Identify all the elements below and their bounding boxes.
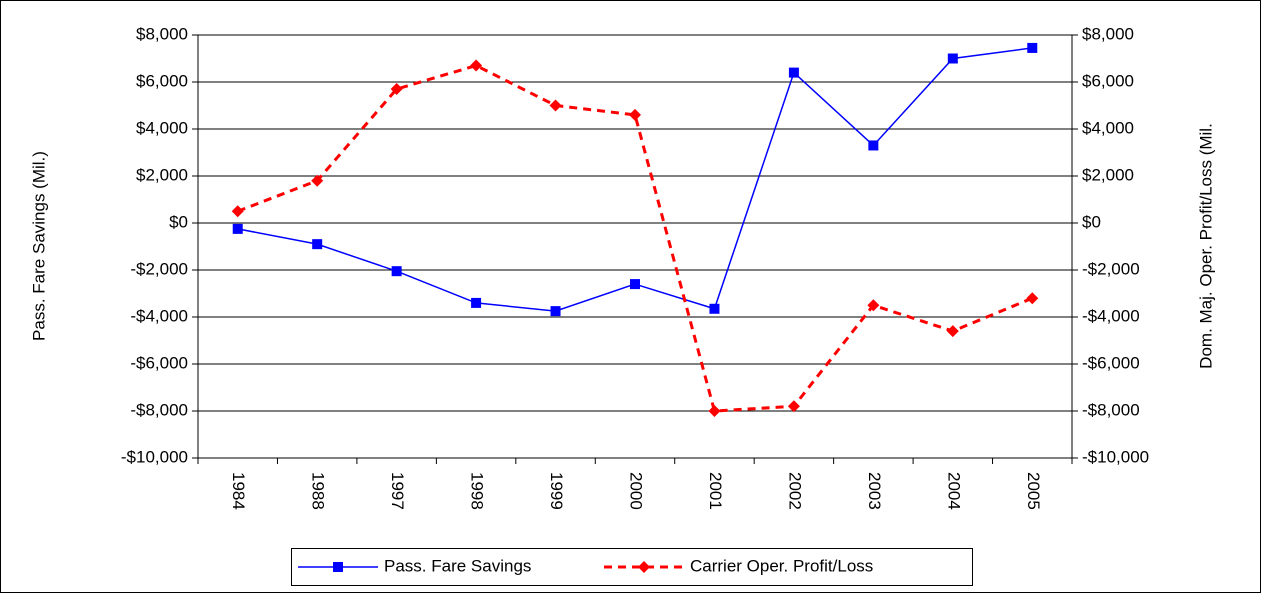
data-point bbox=[947, 53, 958, 64]
y-tick-label: -$8,000 bbox=[130, 400, 188, 419]
y2-axis-title: Dom. Maj. Oper. Profit/Loss (Mil. bbox=[1196, 123, 1215, 369]
series-line bbox=[237, 63, 1033, 413]
x-tick-label: 2004 bbox=[944, 472, 963, 510]
y2-tick-label: $0 bbox=[1082, 212, 1101, 231]
y-tick-label: $2,000 bbox=[136, 165, 188, 184]
x-tick-label: 1988 bbox=[309, 472, 328, 510]
data-point bbox=[946, 325, 959, 338]
x-tick-label: 2005 bbox=[1024, 472, 1043, 510]
y-axis-title: Pass. Fare Savings (Mil.) bbox=[29, 151, 48, 341]
data-point bbox=[550, 306, 561, 317]
x-tick-label: 2001 bbox=[706, 472, 725, 510]
y-tick-label: $4,000 bbox=[136, 118, 188, 137]
data-point bbox=[867, 299, 880, 312]
data-point bbox=[629, 108, 641, 121]
y2-tick-label: -$6,000 bbox=[1082, 353, 1140, 372]
y2-tick-label: -$4,000 bbox=[1082, 306, 1140, 325]
data-point bbox=[231, 205, 244, 218]
x-tick-label: 1984 bbox=[229, 472, 248, 510]
y2-tick-label: $2,000 bbox=[1082, 165, 1134, 184]
y-tick-label: -$6,000 bbox=[130, 353, 188, 372]
y-tick-label: $8,000 bbox=[136, 24, 188, 43]
data-point bbox=[708, 405, 721, 417]
y-tick-label: -$10,000 bbox=[121, 447, 188, 466]
y2-tick-label: $6,000 bbox=[1082, 71, 1134, 90]
y-tick-label: $0 bbox=[169, 212, 188, 231]
x-tick-label: 2000 bbox=[627, 472, 646, 510]
data-point bbox=[709, 303, 720, 314]
y2-tick-label: -$2,000 bbox=[1082, 259, 1140, 278]
y-tick-label: -$2,000 bbox=[130, 259, 188, 278]
data-point bbox=[630, 279, 640, 290]
y-tick-label: -$4,000 bbox=[130, 306, 188, 325]
data-point bbox=[470, 59, 483, 72]
legend-marker bbox=[638, 561, 650, 573]
x-tick-label: 1999 bbox=[547, 472, 566, 510]
x-tick-label: 2002 bbox=[785, 472, 804, 510]
legend-label: Pass. Fare Savings bbox=[384, 556, 531, 575]
data-point bbox=[312, 239, 323, 250]
y2-tick-label: $4,000 bbox=[1082, 118, 1134, 137]
data-point bbox=[1026, 292, 1039, 305]
data-point bbox=[787, 400, 800, 413]
data-point bbox=[549, 99, 562, 112]
x-tick-label: 2003 bbox=[865, 472, 884, 510]
x-tick-label: 1997 bbox=[388, 472, 407, 510]
y-tick-label: $6,000 bbox=[136, 71, 188, 90]
y2-tick-label: -$10,000 bbox=[1082, 447, 1149, 466]
data-point bbox=[232, 223, 243, 234]
data-point bbox=[311, 174, 324, 187]
data-point bbox=[471, 297, 482, 308]
y2-tick-label: $8,000 bbox=[1082, 24, 1134, 43]
data-point bbox=[1027, 42, 1038, 53]
legend-marker bbox=[333, 562, 343, 572]
data-point bbox=[868, 140, 879, 151]
y2-tick-label: -$8,000 bbox=[1082, 400, 1140, 419]
data-point bbox=[788, 67, 799, 78]
data-point bbox=[390, 83, 403, 96]
data-point bbox=[391, 266, 402, 277]
legend-label: Carrier Oper. Profit/Loss bbox=[690, 556, 873, 575]
x-tick-label: 1998 bbox=[468, 472, 487, 510]
